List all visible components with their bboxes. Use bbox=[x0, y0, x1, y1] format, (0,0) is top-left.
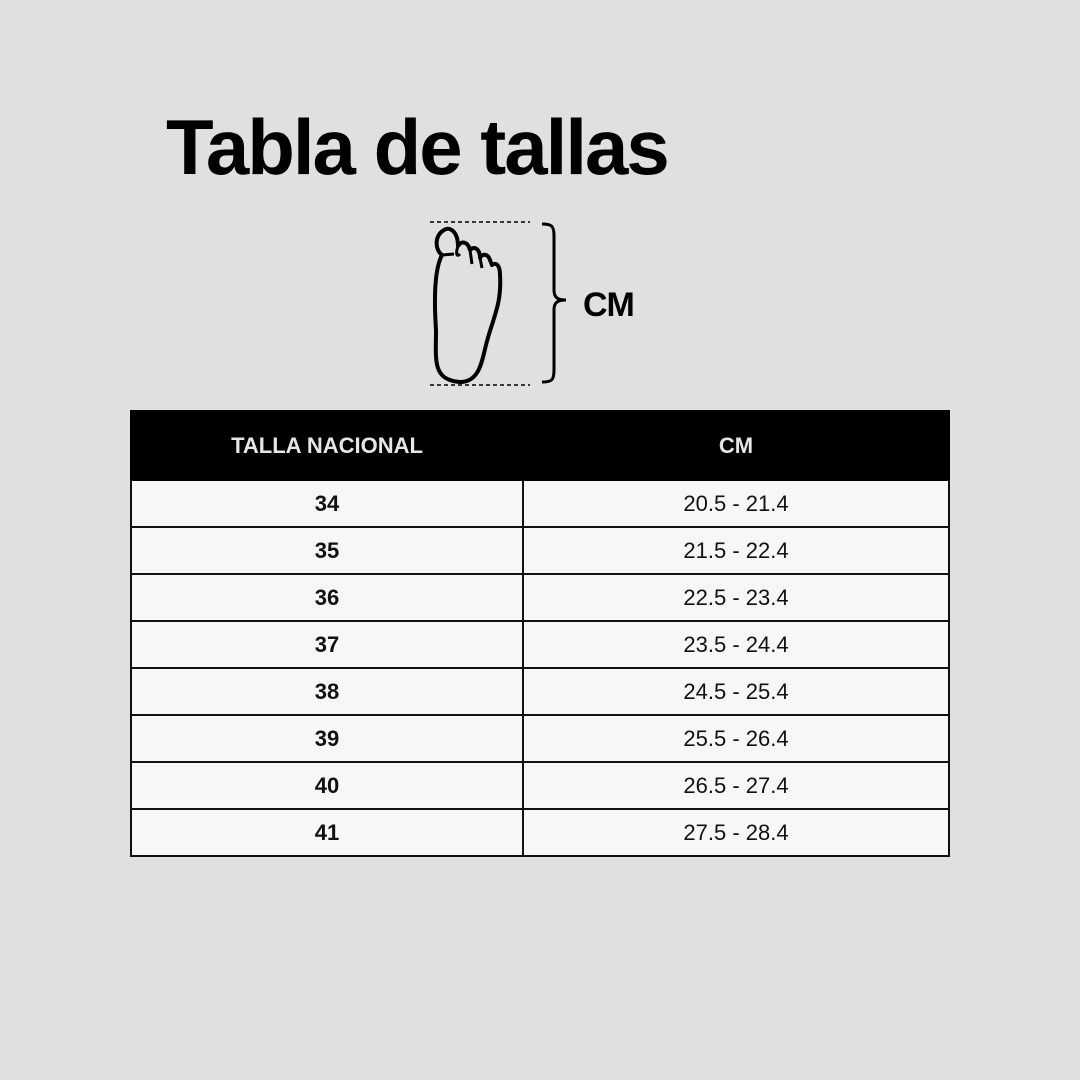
cm-cell: 23.5 - 24.4 bbox=[522, 620, 950, 669]
size-table: TALLA NACIONAL CM 34 20.5 - 21.4 35 21.5 -… bbox=[130, 410, 950, 857]
table-row: 34 20.5 - 21.4 bbox=[130, 479, 950, 528]
size-cell: 41 bbox=[130, 808, 524, 857]
size-cell: 35 bbox=[130, 526, 524, 575]
table-row: 41 27.5 - 28.4 bbox=[130, 808, 950, 857]
size-cell: 34 bbox=[130, 479, 524, 528]
size-cell: 36 bbox=[130, 573, 524, 622]
table-row: 37 23.5 - 24.4 bbox=[130, 620, 950, 669]
page-title: Tabla de tallas bbox=[166, 103, 670, 191]
cm-cell: 24.5 - 25.4 bbox=[522, 667, 950, 716]
size-cell: 40 bbox=[130, 761, 524, 810]
cm-cell: 21.5 - 22.4 bbox=[522, 526, 950, 575]
cm-cell: 22.5 - 23.4 bbox=[522, 573, 950, 622]
measure-label: CM bbox=[583, 286, 635, 324]
size-cell: 39 bbox=[130, 714, 524, 763]
table-row: 40 26.5 - 27.4 bbox=[130, 761, 950, 810]
header-cm: CM bbox=[522, 410, 950, 481]
size-cell: 37 bbox=[130, 620, 524, 669]
table-row: 38 24.5 - 25.4 bbox=[130, 667, 950, 716]
table-row: 36 22.5 - 23.4 bbox=[130, 573, 950, 622]
foot-icon bbox=[430, 221, 567, 386]
table-row: 39 25.5 - 26.4 bbox=[130, 714, 950, 763]
header-talla: TALLA NACIONAL bbox=[130, 410, 524, 481]
cm-cell: 25.5 - 26.4 bbox=[522, 714, 950, 763]
cm-cell: 20.5 - 21.4 bbox=[522, 479, 950, 528]
table-header-row: TALLA NACIONAL CM bbox=[130, 410, 950, 481]
size-cell: 38 bbox=[130, 667, 524, 716]
cm-cell: 26.5 - 27.4 bbox=[522, 761, 950, 810]
cm-cell: 27.5 - 28.4 bbox=[522, 808, 950, 857]
table-row: 35 21.5 - 22.4 bbox=[130, 526, 950, 575]
